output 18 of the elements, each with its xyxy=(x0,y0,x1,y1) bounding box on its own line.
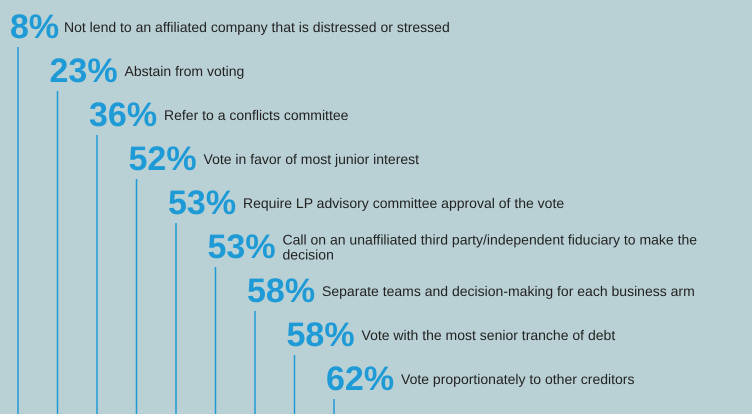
category-label: Call on an unaffiliated third party/independent fiduciary to make the decision xyxy=(282,232,701,262)
data-label: 53% xyxy=(168,184,236,222)
data-label: 8% xyxy=(10,8,60,46)
data-label: 53% xyxy=(208,228,276,266)
data-label: 58% xyxy=(247,272,316,310)
category-label: Require LP advisory committee approval of the vote xyxy=(243,195,564,211)
category-label: Refer to a conflicts committee xyxy=(164,107,349,123)
category-label: Not lend to an affiliated company that is distressed or stressed xyxy=(64,19,450,35)
data-label: 23% xyxy=(50,52,118,90)
data-label: 36% xyxy=(89,96,158,134)
category-label: Vote in favor of most junior interest xyxy=(204,151,420,167)
category-label: Abstain from voting xyxy=(124,63,244,79)
category-label: Vote with the most senior tranche of debt xyxy=(362,327,616,343)
category-label: Vote proportionately to other creditors xyxy=(401,371,634,387)
data-label: 58% xyxy=(286,316,355,354)
category-label: Separate teams and decision-making for each business arm xyxy=(322,283,695,299)
data-label: 62% xyxy=(326,360,394,398)
data-label: 52% xyxy=(128,140,197,178)
